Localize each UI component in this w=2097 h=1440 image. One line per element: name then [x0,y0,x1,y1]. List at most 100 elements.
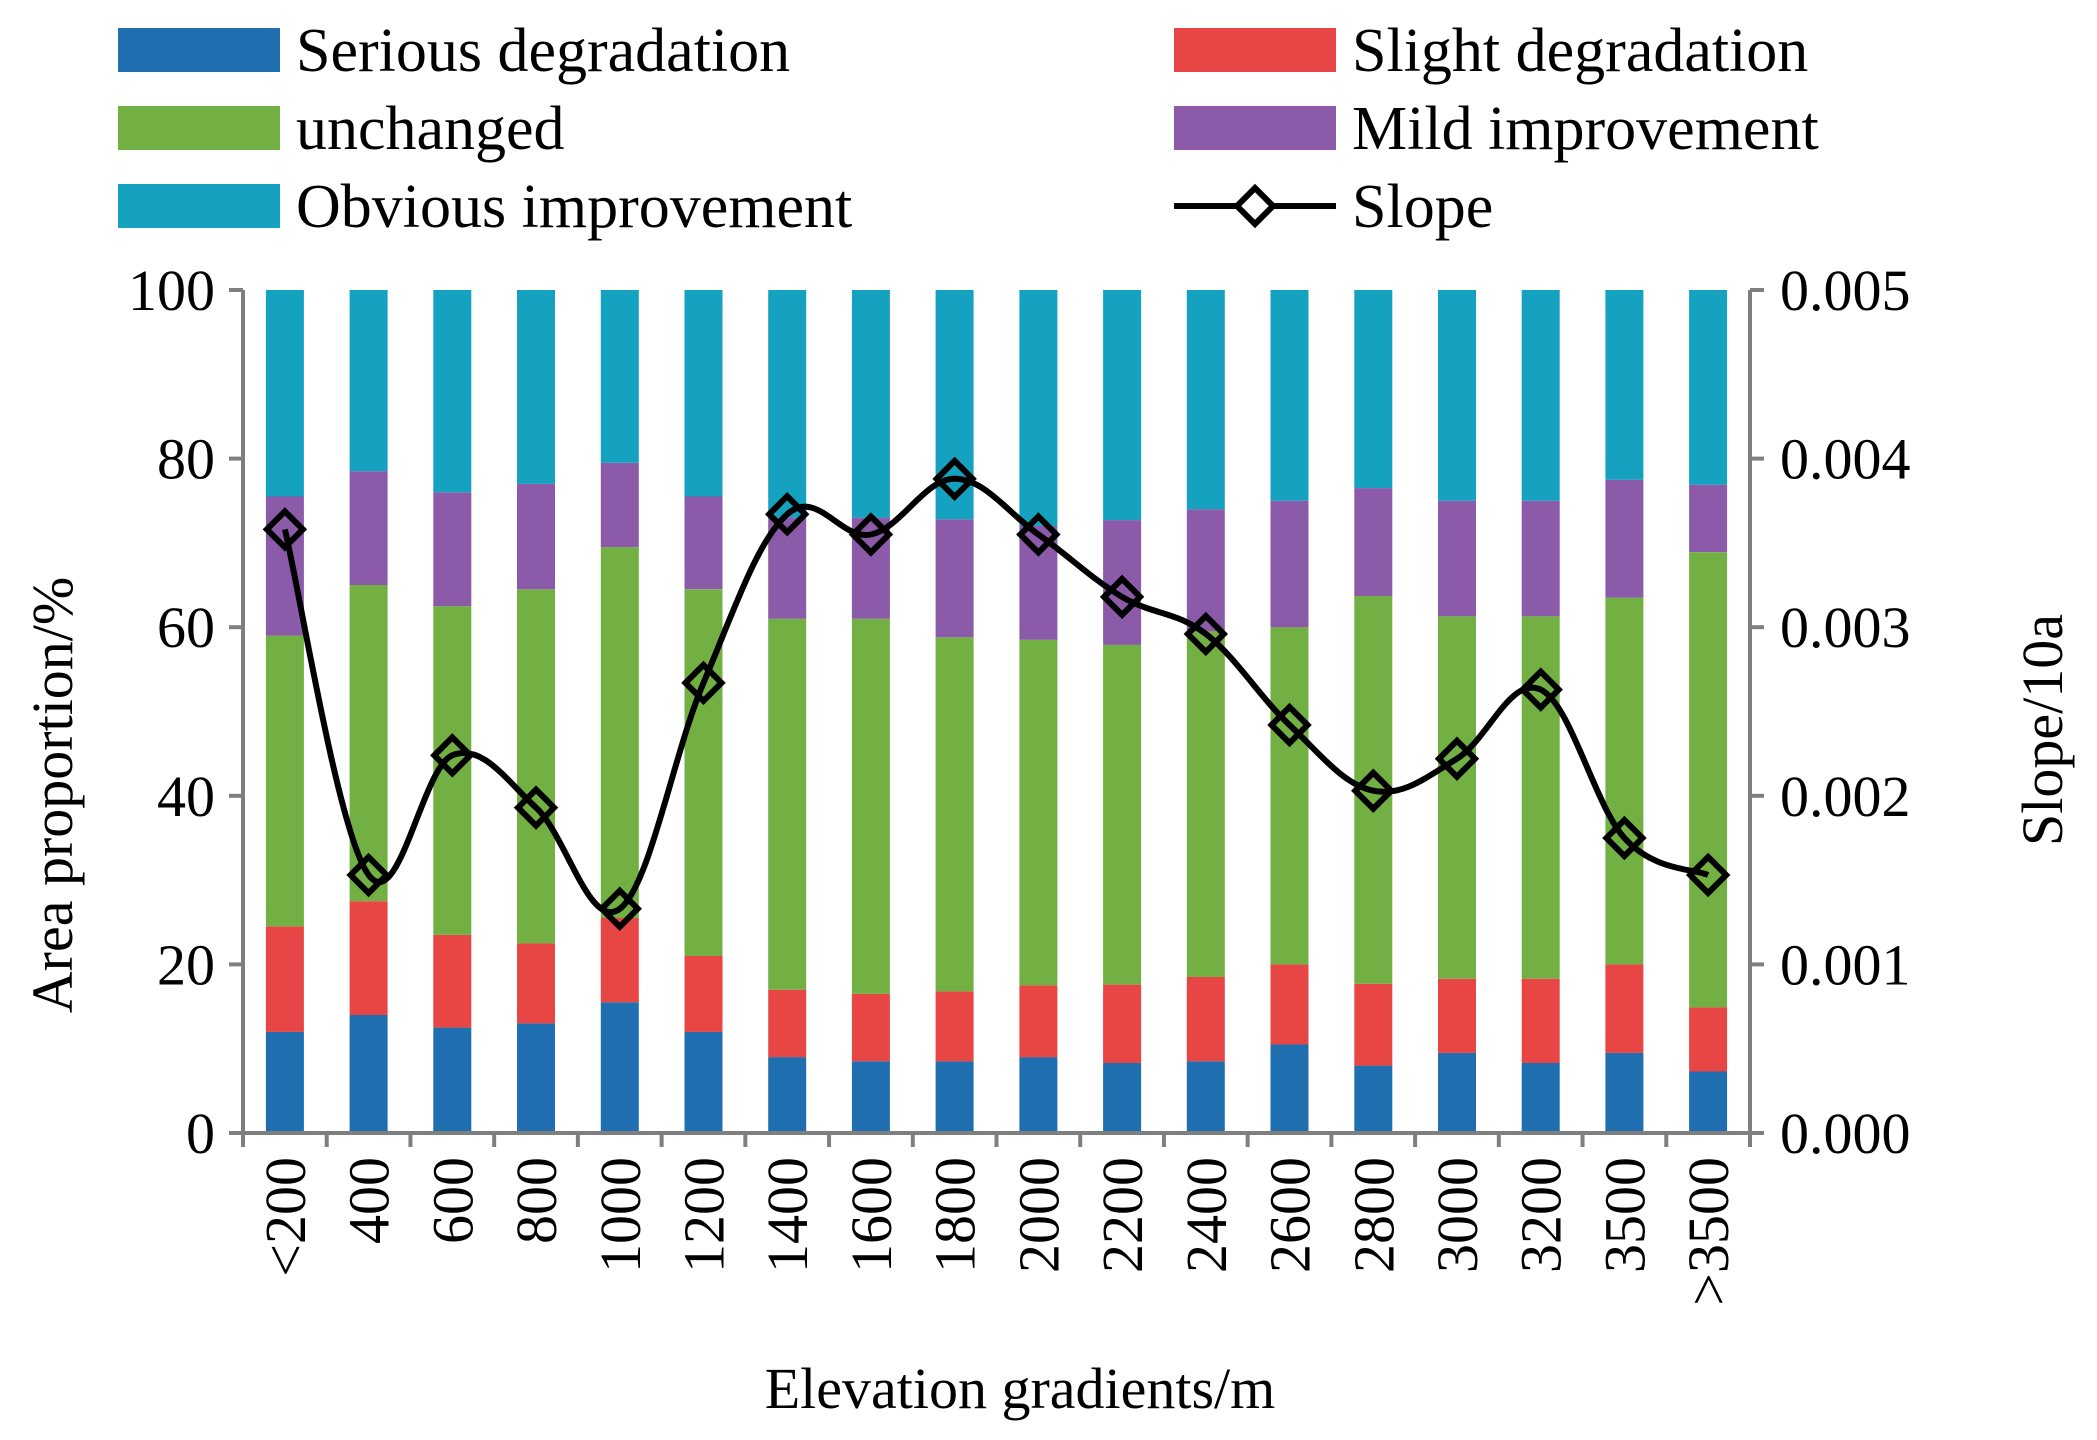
bar-segment-s0-c5 [684,1031,723,1133]
x-tick-label: 1000 [588,1157,653,1273]
x-tick-label: 800 [504,1157,569,1244]
slope-point-11 [1183,611,1229,657]
legend-diamond-marker [1232,183,1278,229]
bars [265,290,1728,1133]
x-tick-label: 3500 [1592,1157,1657,1273]
bar-segment-s0-c7 [851,1061,890,1133]
bar-segment-s1-c15 [1521,978,1560,1063]
x-tick-label: 2000 [1006,1157,1071,1273]
bar-segment-s4-c17 [1689,290,1728,485]
legend-swatch-3 [1174,106,1336,150]
bar-segment-s4-c16 [1605,290,1644,480]
bar-segment-s3-c4 [600,462,639,548]
bar-segment-s3-c16 [1605,479,1644,598]
y2-tick-label: 0.003 [1780,595,1911,660]
bar-segment-s4-c5 [684,290,723,497]
bar-segment-s3-c3 [517,483,555,590]
slope-point-12 [1267,702,1312,748]
legend-label-5: Slope [1352,173,1493,241]
slope-point-8 [932,456,977,502]
y2-tick-label: 0.004 [1780,427,1911,492]
bar-segment-s0-c8 [935,1061,974,1133]
bar-segment-s1-c17 [1689,1007,1728,1072]
x-tick-label: >3500 [1676,1157,1741,1306]
bar-segment-s4-c11 [1186,290,1225,510]
bar-segment-s3-c11 [1186,509,1225,632]
bar-segment-s3-c12 [1270,500,1309,628]
bar-segment-s2-c17 [1689,552,1728,1008]
bar-segment-s2-c4 [600,547,639,918]
bar-segment-s1-c14 [1438,978,1476,1053]
bar-segment-s1-c11 [1186,977,1225,1062]
legend-label-3: Mild improvement [1352,95,1819,163]
bar-segment-s4-c1 [349,290,388,472]
bar-segment-s0-c9 [1019,1057,1058,1133]
slope-point-13 [1351,768,1396,813]
bar-segment-s2-c15 [1521,616,1560,979]
x-tick-label: 2800 [1341,1157,1406,1273]
bar-segment-s0-c2 [433,1027,472,1133]
x-tick-label: 1600 [839,1157,904,1273]
x-tick-label: 1800 [923,1157,988,1273]
bar-segment-s0-c15 [1521,1063,1560,1133]
y-tick-label: 60 [157,595,215,660]
x-tick-label: 2200 [1090,1157,1155,1273]
slope-point-14 [1434,736,1480,781]
bar-segment-s0-c1 [349,1015,388,1133]
legend-label-1: Slight degradation [1352,17,1808,85]
x-tick-label: <200 [253,1157,318,1277]
bar-segment-s4-c2 [433,290,472,493]
bar-segment-s2-c9 [1019,639,1058,986]
y-axis-title: Area proportion/% [20,577,85,1013]
axes: 0 20 40 60 80 100 0.000 0.001 0.002 0.003 0.004 0.0… [128,258,1911,1306]
bar-segment-s1-c10 [1103,984,1142,1063]
y2-tick-label: 0.000 [1780,1101,1911,1166]
x-tick-label: 1400 [755,1157,820,1273]
slope-line-path [281,475,1710,915]
bar-segment-s0-c0 [265,1031,304,1133]
bar-segment-s3-c14 [1438,500,1476,617]
bar-segment-s4-c3 [517,290,555,484]
bar-segment-s0-c17 [1689,1071,1728,1133]
legend-swatch-2 [118,106,280,150]
x-axis-title: Elevation gradients/m [765,1356,1276,1421]
legend-swatch-0 [118,28,280,72]
bar-segment-s2-c0 [265,635,304,927]
bar-segment-s0-c14 [1438,1052,1476,1133]
bar-segment-s2-c16 [1605,597,1644,965]
slope-point-1 [346,852,391,898]
bar-segment-s2-c6 [768,618,807,990]
bar-segment-s1-c0 [265,926,304,1032]
bar-segment-s4-c9 [1019,290,1058,526]
bar-segment-s4-c6 [768,290,807,518]
bar-segment-s2-c8 [935,637,974,992]
y2-tick-label: 0.001 [1780,932,1911,997]
bar-segment-s1-c12 [1270,964,1309,1045]
bar-segment-s4-c12 [1270,290,1309,501]
bar-segment-s0-c10 [1103,1063,1142,1133]
bar-segment-s4-c10 [1103,290,1142,521]
slope-point-6 [764,491,810,537]
bar-segment-s3-c13 [1354,488,1393,596]
bar-segment-s2-c3 [517,589,555,944]
y-tick-label: 20 [157,932,215,997]
bar-segment-s1-c3 [517,943,555,1024]
bar-segment-s1-c4 [600,918,639,1003]
legend-label-4: Obvious improvement [296,173,852,241]
bar-segment-s4-c0 [265,290,304,497]
slope-point-3 [513,785,559,830]
bar-segment-s1-c16 [1605,964,1644,1053]
y-tick-label: 100 [128,258,215,323]
bar-segment-s2-c7 [851,618,890,994]
bar-segment-s3-c5 [684,496,723,590]
y2-axis-title: Slope/10a [2010,614,2075,846]
legend-label-0: Serious degradation [296,17,790,85]
bar-segment-s1-c8 [935,991,974,1062]
bar-segment-s2-c10 [1103,644,1142,985]
bar-segment-s4-c7 [851,290,890,518]
slope-point-16 [1602,815,1647,861]
y-tick-label: 40 [157,764,215,829]
bar-segment-s1-c2 [433,934,472,1028]
